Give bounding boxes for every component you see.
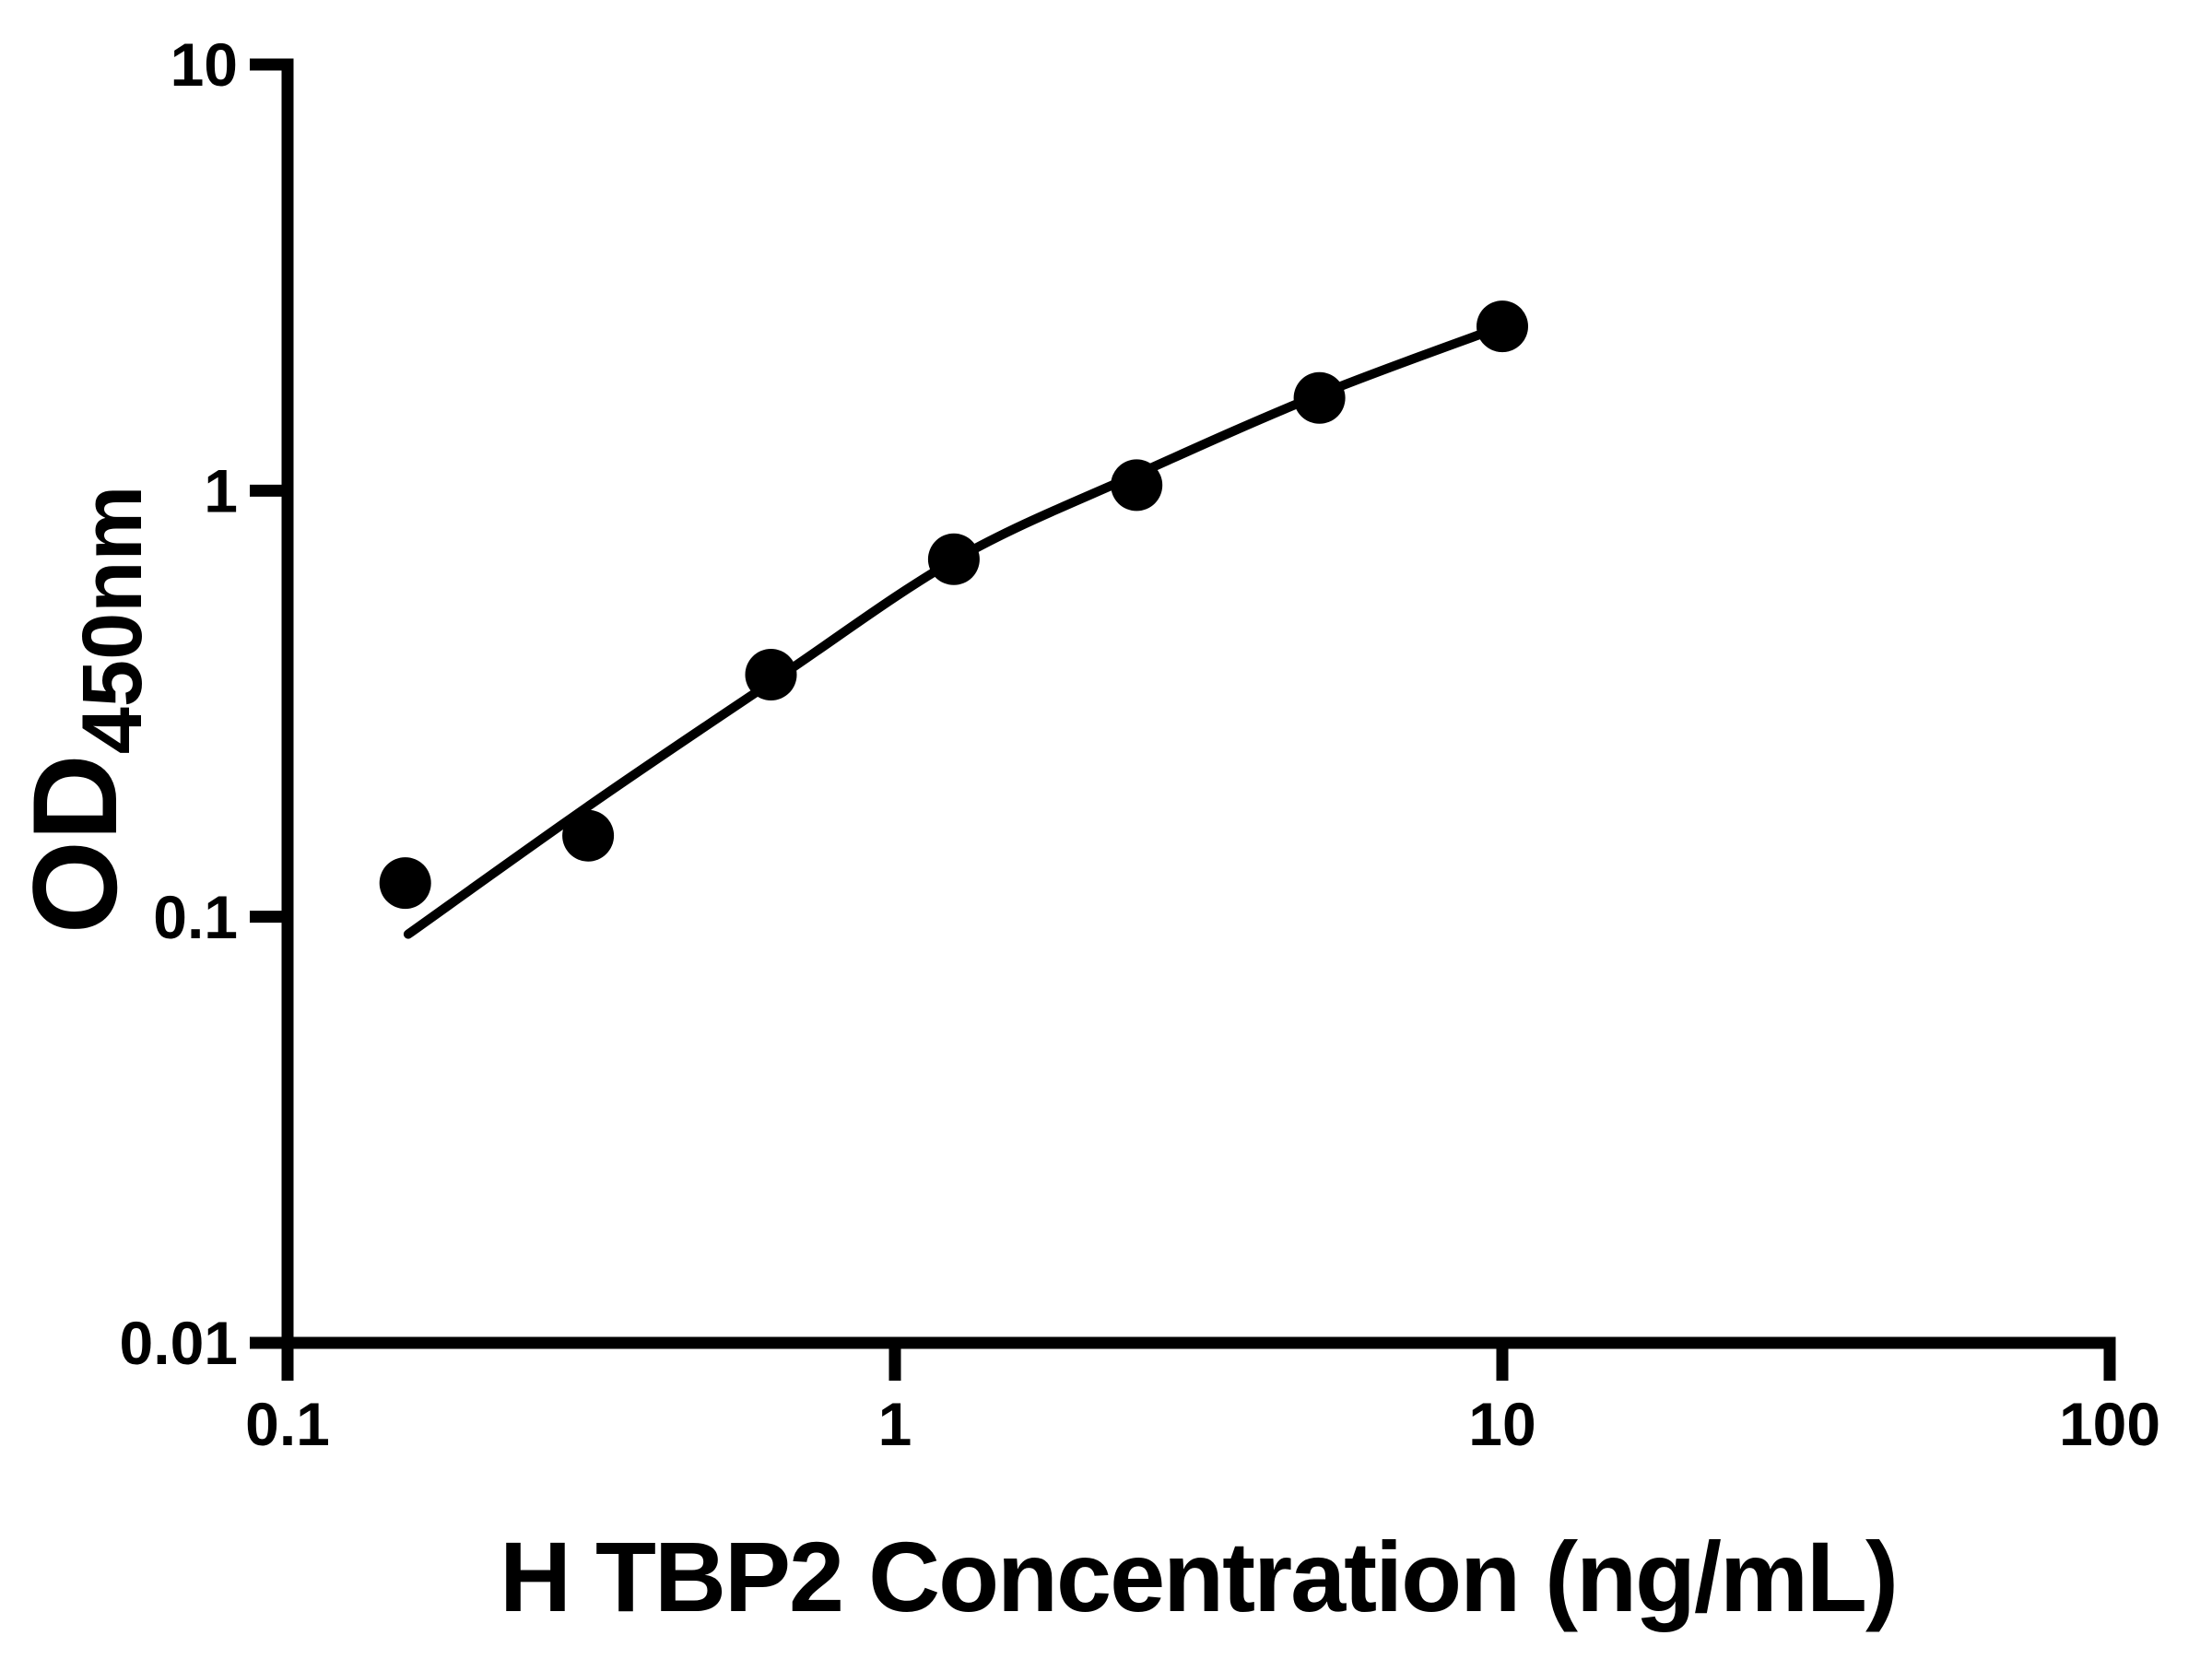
data-point-marker <box>1293 371 1346 424</box>
x-tick-label: 10 <box>1468 1390 1535 1458</box>
data-point-marker <box>745 649 797 700</box>
y-tick-label: 10 <box>171 30 238 99</box>
y-axis-title: OD450nm <box>7 486 159 935</box>
x-tick-label: 0.1 <box>245 1390 330 1458</box>
y-axis-title-subscript: 450nm <box>65 486 159 755</box>
data-point-marker <box>927 533 980 585</box>
x-tick-label: 1 <box>878 1390 912 1458</box>
data-point-marker <box>379 857 431 910</box>
x-tick-label: 100 <box>2059 1390 2160 1458</box>
y-tick-label: 0.1 <box>153 883 238 951</box>
y-tick-label: 0.01 <box>120 1309 238 1377</box>
data-point-marker <box>1111 459 1163 512</box>
y-axis-title-base: OD <box>7 754 142 934</box>
data-point-marker <box>562 809 615 862</box>
y-tick-label: 1 <box>204 456 238 524</box>
x-axis-title: H TBP2 Concentration (ng/mL) <box>500 1521 1897 1632</box>
data-point-marker <box>1477 300 1528 353</box>
